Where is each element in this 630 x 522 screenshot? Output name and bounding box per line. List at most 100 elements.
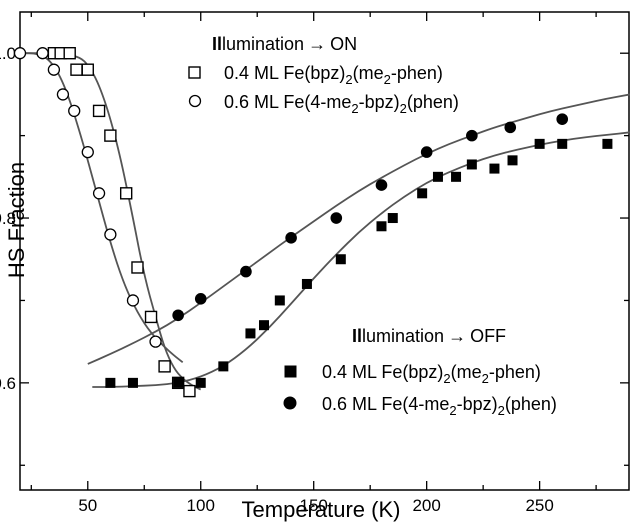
plot-border [19, 11, 630, 491]
legend-off-entry-2-suffix: (phen) [505, 394, 557, 414]
series-3-filled-square-point [557, 138, 568, 149]
series-1-open-square-point [158, 360, 171, 373]
series-1-open-square-point [63, 47, 76, 60]
series-3-filled-square-point [387, 213, 398, 224]
legend-off-heading-rest: lumination [362, 326, 444, 346]
series-2-open-circle-point [56, 88, 70, 101]
legend-off-heading-state: OFF [470, 326, 506, 346]
legend-off-entry-1-sub2: 2 [482, 371, 489, 386]
x-axis-title: Temperature (K) [242, 497, 401, 522]
fit-curve-3 [19, 52, 202, 391]
series-1-open-square-point [104, 129, 117, 142]
legend-off-entry-1-mid: (me [451, 362, 482, 382]
legend-off-entry-1-prefix: 0.4 ML Fe(bpz) [322, 362, 443, 382]
series-3-filled-square-point [173, 377, 184, 388]
series-1-open-square-point [70, 63, 83, 76]
series-1-open-square-point [119, 187, 133, 200]
legend-on-entry-2-prefix: 0.6 ML Fe(4-me [224, 92, 351, 112]
legend-on-entry-2-sub1: 2 [351, 101, 358, 116]
series-2-open-circle-point [126, 294, 140, 307]
legend-off-marker-filled-circle [283, 396, 297, 410]
legend-illumination-on: Illumination → ON 0.4 ML Fe(bpz)2(me2-phen… [188, 34, 459, 116]
series-4-filled-circle-point [556, 113, 569, 125]
series-2-open-circle-point [92, 187, 106, 200]
y-tick-label: 0.6 [0, 374, 16, 393]
legend-off-entry-2-prefix: 0.6 ML Fe(4-me [322, 394, 449, 414]
fit-curve-4 [19, 52, 184, 364]
series-2-open-circle-point [68, 104, 81, 118]
series-3-filled-square-point [432, 171, 443, 182]
series-4-filled-circle-point [504, 121, 517, 134]
legend-off-entry-1-suffix: -phen) [489, 362, 541, 382]
legend-off-heading-bold: Il [352, 326, 362, 346]
series-3-filled-square-point [466, 159, 477, 170]
series-3-filled-square-point [195, 377, 206, 388]
series-2-open-circle-point [149, 335, 162, 348]
tick-labels: 50 100 150 200 250 0.6 0.8 1.0 [0, 44, 554, 515]
series-3-filled-square-point [534, 138, 545, 149]
fit-curve-2 [87, 93, 630, 365]
legend-illumination-off: Illumination → OFF 0.4 ML Fe(bpz)2(me2-phe… [283, 326, 557, 418]
legend-on-entry-1-sub1: 2 [345, 72, 352, 87]
y-tick-label: 1.0 [0, 44, 16, 63]
series-3-filled-square-point [602, 138, 613, 149]
series-4-filled-circle-point [420, 146, 433, 158]
legend-on-entry-2-suffix: (phen) [407, 92, 459, 112]
series-4-filled-circle-point [330, 212, 343, 224]
series-4-filled-circle-point [285, 232, 297, 244]
series-1-open-square-point [183, 384, 196, 398]
x-tick-label: 250 [525, 496, 553, 515]
x-tick-label: 50 [78, 496, 97, 515]
legend-on-entry-1: 0.4 ML Fe(bpz)2(me2-phen) [224, 63, 443, 87]
legend-off-heading: Illumination → OFF [352, 326, 506, 346]
series-3-filled-square-point [245, 328, 256, 339]
series-4-filled-circle-point [466, 129, 478, 142]
legend-on-entry-2-mid: -bpz) [359, 92, 400, 112]
series-2-open-circle-point [81, 145, 94, 159]
legend-off-entry-2-sub2: 2 [498, 403, 505, 418]
legend-on-marker-open-square [188, 66, 201, 79]
series-3-filled-square-point [451, 171, 462, 182]
series-4-filled-circle-point [240, 265, 252, 278]
series-4-filled-circle-point [375, 179, 388, 191]
series-4-filled-circle-point [172, 309, 184, 322]
legend-off-entry-2-sub1: 2 [449, 403, 456, 418]
series-4-filled-circle-point [194, 293, 207, 305]
legend-off-entry-1-sub1: 2 [443, 371, 450, 386]
legend-on-heading-bold: Il [212, 34, 222, 54]
legend-on-heading-arrow: → [308, 34, 326, 54]
series-3-filled-square-point [335, 254, 346, 265]
fit-curve-1 [92, 131, 630, 388]
legend-off-entry-2: 0.6 ML Fe(4-me2-bpz)2(phen) [322, 394, 557, 418]
plot-frame [19, 11, 630, 491]
legend-off-entry-1: 0.4 ML Fe(bpz)2(me2-phen) [322, 362, 541, 386]
series-3-filled-square-point [376, 221, 387, 232]
legend-on-entry-2: 0.6 ML Fe(4-me2-bpz)2(phen) [224, 92, 459, 116]
series-3-filled-square-point [489, 163, 500, 174]
legend-on-heading: Illumination → ON [212, 34, 357, 54]
series-3-filled-square-point [507, 155, 518, 166]
legend-on-heading-rest: lumination [222, 34, 304, 54]
x-tick-label: 200 [412, 496, 440, 515]
legend-on-heading-state: ON [330, 34, 357, 54]
data-markers [13, 47, 613, 398]
series-1-open-square-point [92, 104, 106, 118]
series-3-filled-square-point [127, 377, 138, 388]
legend-off-heading-arrow: → [448, 326, 466, 346]
axis-ticks [20, 12, 629, 490]
legend-off-marker-filled-square [284, 365, 297, 378]
series-2-open-circle-point [13, 47, 27, 60]
legend-off-entry-2-mid: -bpz) [457, 394, 498, 414]
legend-on-marker-open-circle [188, 94, 202, 108]
series-1-open-square-point [131, 261, 144, 274]
legend-on-entry-1-prefix: 0.4 ML Fe(bpz) [224, 63, 345, 83]
legend-on-entry-1-sub2: 2 [384, 72, 391, 87]
series-2-open-circle-point [36, 47, 49, 60]
series-3-filled-square-point [417, 188, 428, 199]
y-axis-title: HS Fraction [4, 162, 29, 278]
series-3-filled-square-point [274, 295, 285, 306]
series-3-filled-square-point [105, 377, 116, 388]
legend-on-entry-2-sub2: 2 [400, 101, 407, 116]
series-3-filled-square-point [218, 361, 229, 372]
